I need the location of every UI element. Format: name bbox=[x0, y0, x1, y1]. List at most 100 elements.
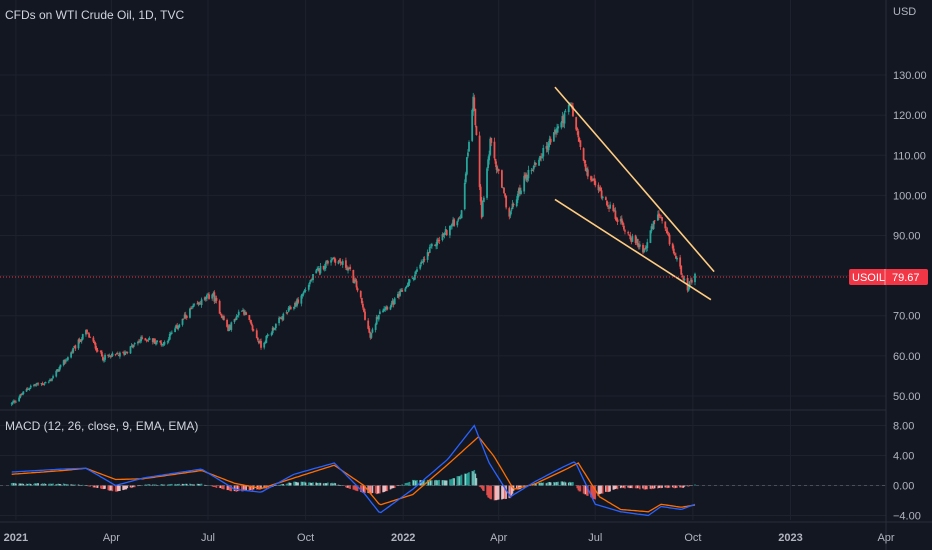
macd-histogram-bar bbox=[374, 485, 377, 494]
candle-body bbox=[659, 216, 661, 218]
candle-body bbox=[600, 190, 603, 198]
macd-histogram-bar bbox=[49, 483, 51, 486]
candle-body bbox=[453, 219, 456, 226]
macd-histogram-bar bbox=[170, 483, 172, 486]
macd-histogram-bar bbox=[494, 485, 497, 501]
macd-histogram-bar bbox=[435, 479, 437, 486]
macd-histogram-bar bbox=[629, 485, 632, 489]
macd-histogram-bar bbox=[480, 485, 483, 489]
candle-body bbox=[242, 310, 244, 312]
macd-histogram-bar bbox=[236, 485, 239, 491]
candle-body bbox=[294, 302, 296, 307]
candle-body bbox=[347, 267, 349, 271]
candle-body bbox=[36, 383, 39, 385]
macd-histogram-bar bbox=[198, 484, 201, 486]
macd-histogram-bar bbox=[100, 485, 102, 489]
candle-body bbox=[234, 319, 237, 321]
macd-histogram-bar bbox=[535, 483, 537, 486]
candle-body bbox=[578, 137, 581, 142]
time-axis[interactable]: 2021 Apr Jul Oct 2022 Apr Jul Oct 2023 Apr bbox=[4, 532, 895, 544]
candle-body bbox=[178, 324, 181, 328]
candle-body bbox=[666, 230, 669, 234]
candle-body bbox=[637, 245, 640, 248]
candle-body bbox=[688, 281, 691, 288]
candle-body bbox=[393, 298, 396, 305]
candle-body bbox=[631, 236, 634, 242]
candle-body bbox=[34, 384, 36, 386]
candle-body bbox=[607, 205, 609, 207]
candle-body bbox=[185, 315, 188, 318]
candle-body bbox=[488, 154, 491, 161]
macd-histogram-bar bbox=[624, 485, 626, 489]
candle-body bbox=[228, 325, 231, 331]
candle-body bbox=[77, 339, 80, 349]
macd-histogram-bar bbox=[427, 480, 430, 486]
macd-histogram-bar bbox=[501, 485, 503, 500]
macd-histogram-bar bbox=[355, 485, 358, 491]
macd-histogram-bar bbox=[496, 485, 499, 500]
candle-body bbox=[675, 255, 677, 259]
candle-body bbox=[348, 267, 350, 269]
macd-histogram-bar bbox=[327, 482, 329, 486]
macd-histogram-bar bbox=[627, 485, 629, 488]
candle-body bbox=[412, 278, 415, 280]
candle-body bbox=[676, 257, 678, 260]
macd-histogram-bar bbox=[286, 483, 289, 486]
candle-body bbox=[198, 303, 201, 305]
candle-body bbox=[156, 340, 158, 343]
candle-body bbox=[401, 290, 404, 292]
candle-body bbox=[545, 146, 548, 149]
candle-body bbox=[47, 381, 50, 383]
candle-body bbox=[20, 393, 23, 395]
macd-histogram-bar bbox=[102, 485, 104, 490]
macd-histogram-bar bbox=[658, 485, 660, 489]
trendlines[interactable] bbox=[554, 86, 715, 301]
chart-title: CFDs on WTI Crude Oil, 1D, TVC bbox=[5, 8, 184, 22]
candle-body bbox=[229, 324, 232, 330]
candle-body bbox=[93, 341, 96, 344]
candle-body bbox=[28, 387, 31, 390]
macd-histogram-bar bbox=[87, 485, 89, 487]
macd-histogram-bar bbox=[549, 482, 552, 486]
macd-histogram-bar bbox=[287, 482, 290, 486]
macd-axis[interactable]: 8.00 4.00 0.00 −4.00 bbox=[893, 421, 921, 523]
candle-body bbox=[211, 294, 214, 299]
macd-histogram-bar bbox=[393, 485, 396, 489]
macd-histogram-bar bbox=[131, 485, 134, 488]
candle-body bbox=[141, 337, 144, 339]
candle-body bbox=[458, 217, 461, 219]
macd-histogram-bar bbox=[92, 485, 95, 488]
candle-body bbox=[481, 202, 484, 217]
macd-histogram-bar bbox=[33, 483, 35, 486]
candle-body bbox=[330, 260, 332, 263]
macd-histogram-bar bbox=[295, 481, 297, 486]
macd-histogram-bar bbox=[226, 485, 228, 491]
macd-histogram-bar bbox=[635, 485, 638, 489]
candle-body bbox=[125, 352, 128, 354]
candle-body bbox=[308, 282, 311, 285]
time-tick-label: Apr bbox=[877, 532, 894, 544]
macd-histogram-bar bbox=[311, 482, 313, 486]
candle-body bbox=[468, 141, 470, 152]
macd-histogram-bar bbox=[249, 485, 252, 490]
candle-body bbox=[644, 248, 647, 250]
candle-body bbox=[511, 203, 514, 210]
candle-body bbox=[375, 317, 378, 325]
macd-histogram-bar bbox=[668, 485, 671, 488]
candle-body bbox=[133, 343, 136, 345]
candle-body bbox=[604, 197, 607, 200]
macd-histogram-bar bbox=[429, 480, 432, 486]
candle-body bbox=[40, 383, 43, 385]
macd-histogram-bar bbox=[562, 482, 565, 486]
macd-histogram-bar bbox=[474, 473, 477, 486]
candle-body bbox=[541, 156, 544, 158]
macd-histogram-bar bbox=[94, 485, 97, 488]
candle-body bbox=[519, 187, 521, 194]
candle-body bbox=[531, 169, 534, 171]
macd-histogram-bar bbox=[177, 484, 180, 486]
candle-body bbox=[73, 345, 76, 348]
candle-body bbox=[601, 196, 604, 199]
macd-histogram-bar bbox=[502, 485, 504, 499]
candle-body bbox=[92, 337, 95, 342]
